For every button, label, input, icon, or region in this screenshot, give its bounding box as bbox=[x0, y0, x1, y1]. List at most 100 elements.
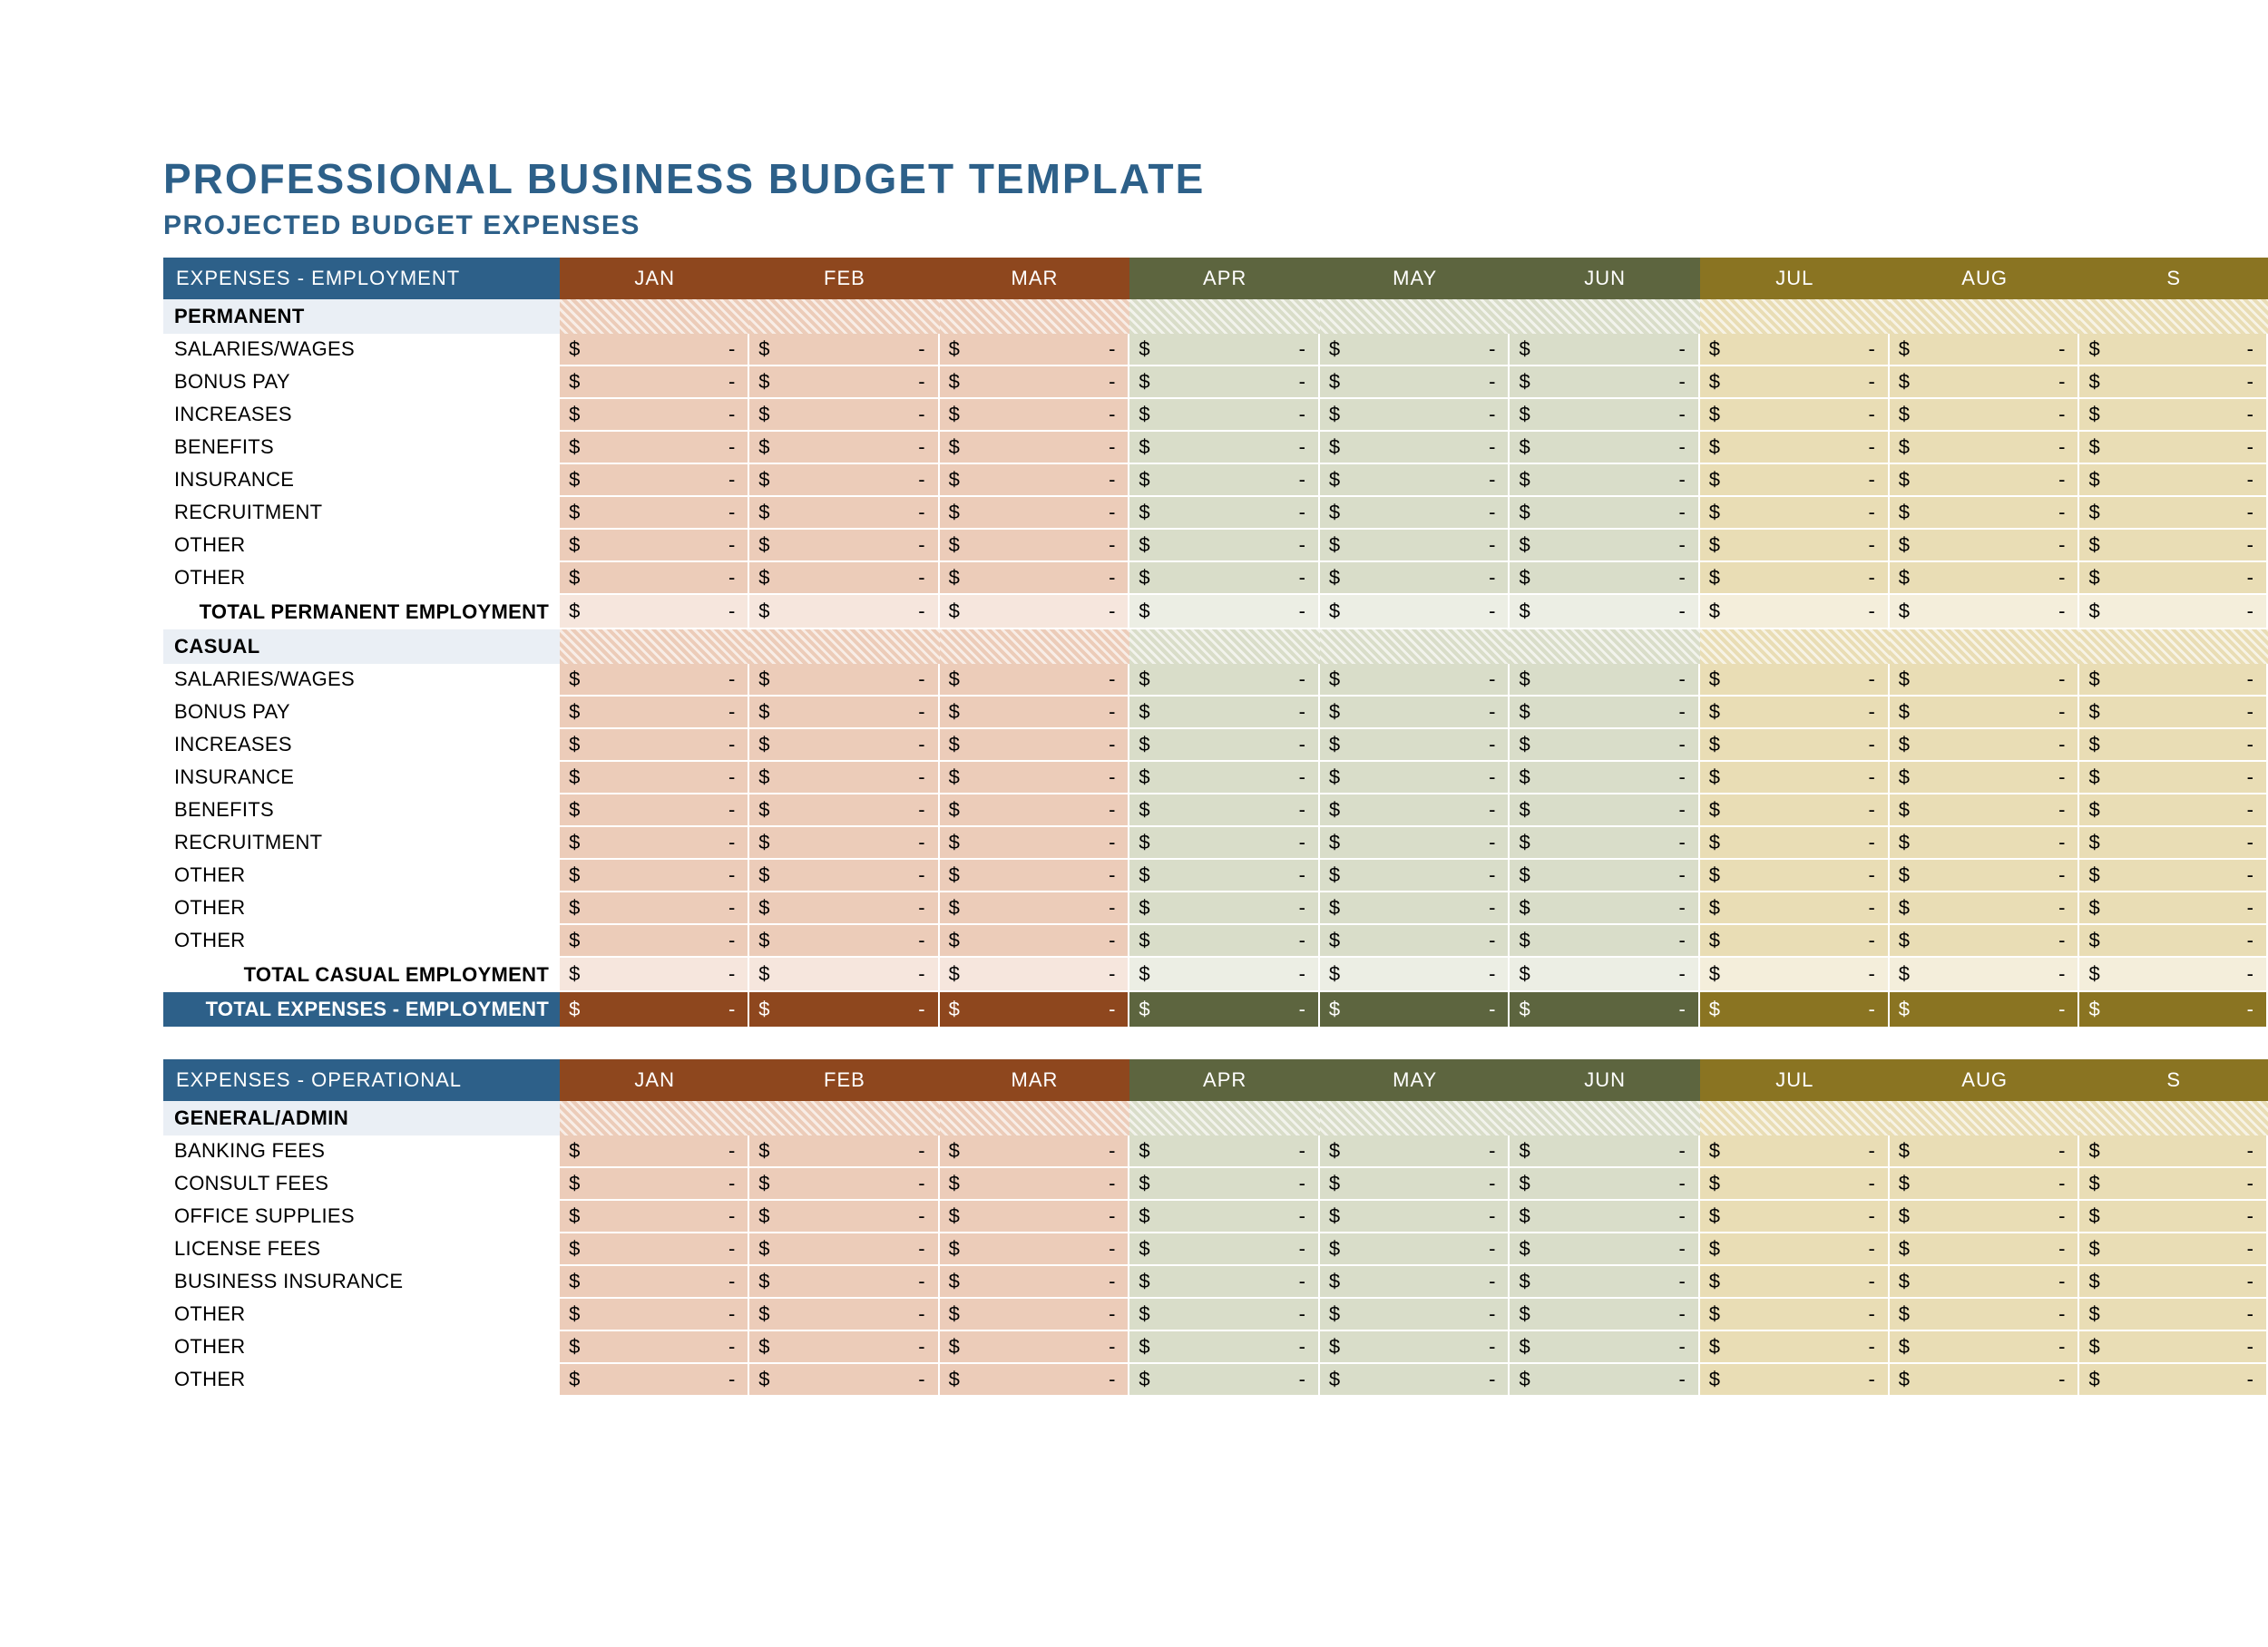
money-cell[interactable]: $- bbox=[1890, 860, 2080, 892]
money-cell[interactable]: $- bbox=[1510, 1331, 1699, 1364]
money-cell[interactable]: $- bbox=[1320, 1135, 1510, 1168]
money-cell[interactable]: $- bbox=[1320, 1233, 1510, 1266]
money-cell[interactable]: $- bbox=[1890, 1266, 2080, 1299]
money-cell[interactable]: $- bbox=[1129, 992, 1320, 1027]
money-cell[interactable]: $- bbox=[1700, 432, 1890, 464]
money-cell[interactable]: $- bbox=[940, 664, 1130, 697]
money-cell[interactable]: $- bbox=[749, 432, 939, 464]
money-cell[interactable]: $- bbox=[2079, 1331, 2268, 1364]
money-cell[interactable]: $- bbox=[560, 1168, 749, 1201]
money-cell[interactable]: $- bbox=[1129, 729, 1320, 762]
money-cell[interactable]: $- bbox=[2079, 664, 2268, 697]
money-cell[interactable]: $- bbox=[2079, 958, 2268, 992]
money-cell[interactable]: $- bbox=[940, 827, 1130, 860]
money-cell[interactable]: $- bbox=[2079, 762, 2268, 794]
money-cell[interactable]: $- bbox=[560, 925, 749, 958]
money-cell[interactable]: $- bbox=[1700, 595, 1890, 629]
money-cell[interactable]: $- bbox=[1129, 497, 1320, 530]
money-cell[interactable]: $- bbox=[749, 925, 939, 958]
money-cell[interactable]: $- bbox=[940, 497, 1130, 530]
money-cell[interactable]: $- bbox=[1510, 562, 1699, 595]
money-cell[interactable]: $- bbox=[749, 794, 939, 827]
money-cell[interactable]: $- bbox=[749, 366, 939, 399]
money-cell[interactable]: $- bbox=[2079, 530, 2268, 562]
money-cell[interactable]: $- bbox=[2079, 562, 2268, 595]
money-cell[interactable]: $- bbox=[2079, 860, 2268, 892]
money-cell[interactable]: $- bbox=[1129, 892, 1320, 925]
money-cell[interactable]: $- bbox=[2079, 729, 2268, 762]
money-cell[interactable]: $- bbox=[1890, 958, 2080, 992]
money-cell[interactable]: $- bbox=[1129, 958, 1320, 992]
money-cell[interactable]: $- bbox=[560, 794, 749, 827]
money-cell[interactable]: $- bbox=[560, 399, 749, 432]
money-cell[interactable]: $- bbox=[1700, 562, 1890, 595]
money-cell[interactable]: $- bbox=[940, 595, 1130, 629]
money-cell[interactable]: $- bbox=[1129, 827, 1320, 860]
money-cell[interactable]: $- bbox=[2079, 794, 2268, 827]
money-cell[interactable]: $- bbox=[1510, 729, 1699, 762]
money-cell[interactable]: $- bbox=[1700, 992, 1890, 1027]
money-cell[interactable]: $- bbox=[1129, 1266, 1320, 1299]
money-cell[interactable]: $- bbox=[1320, 827, 1510, 860]
money-cell[interactable]: $- bbox=[940, 1331, 1130, 1364]
money-cell[interactable]: $- bbox=[1510, 432, 1699, 464]
money-cell[interactable]: $- bbox=[1700, 958, 1890, 992]
money-cell[interactable]: $- bbox=[1320, 366, 1510, 399]
money-cell[interactable]: $- bbox=[1700, 762, 1890, 794]
money-cell[interactable]: $- bbox=[940, 1135, 1130, 1168]
money-cell[interactable]: $- bbox=[1890, 399, 2080, 432]
money-cell[interactable]: $- bbox=[1890, 334, 2080, 366]
money-cell[interactable]: $- bbox=[560, 1233, 749, 1266]
money-cell[interactable]: $- bbox=[1320, 1266, 1510, 1299]
money-cell[interactable]: $- bbox=[560, 497, 749, 530]
money-cell[interactable]: $- bbox=[2079, 1266, 2268, 1299]
money-cell[interactable]: $- bbox=[1510, 827, 1699, 860]
money-cell[interactable]: $- bbox=[1700, 334, 1890, 366]
money-cell[interactable]: $- bbox=[1700, 1331, 1890, 1364]
money-cell[interactable]: $- bbox=[940, 992, 1130, 1027]
money-cell[interactable]: $- bbox=[560, 664, 749, 697]
money-cell[interactable]: $- bbox=[1129, 1331, 1320, 1364]
money-cell[interactable]: $- bbox=[749, 562, 939, 595]
money-cell[interactable]: $- bbox=[1510, 497, 1699, 530]
money-cell[interactable]: $- bbox=[1510, 925, 1699, 958]
money-cell[interactable]: $- bbox=[1510, 892, 1699, 925]
money-cell[interactable]: $- bbox=[749, 892, 939, 925]
money-cell[interactable]: $- bbox=[749, 464, 939, 497]
money-cell[interactable]: $- bbox=[749, 958, 939, 992]
money-cell[interactable]: $- bbox=[1700, 530, 1890, 562]
money-cell[interactable]: $- bbox=[1320, 664, 1510, 697]
money-cell[interactable]: $- bbox=[1510, 334, 1699, 366]
money-cell[interactable]: $- bbox=[1129, 595, 1320, 629]
money-cell[interactable]: $- bbox=[1320, 697, 1510, 729]
money-cell[interactable]: $- bbox=[1700, 497, 1890, 530]
money-cell[interactable]: $- bbox=[1320, 925, 1510, 958]
money-cell[interactable]: $- bbox=[1320, 892, 1510, 925]
money-cell[interactable]: $- bbox=[1129, 1201, 1320, 1233]
money-cell[interactable]: $- bbox=[560, 827, 749, 860]
money-cell[interactable]: $- bbox=[2079, 992, 2268, 1027]
money-cell[interactable]: $- bbox=[749, 1266, 939, 1299]
money-cell[interactable]: $- bbox=[1510, 1266, 1699, 1299]
money-cell[interactable]: $- bbox=[1320, 729, 1510, 762]
money-cell[interactable]: $- bbox=[940, 958, 1130, 992]
money-cell[interactable]: $- bbox=[1320, 1299, 1510, 1331]
money-cell[interactable]: $- bbox=[940, 432, 1130, 464]
money-cell[interactable]: $- bbox=[1320, 497, 1510, 530]
money-cell[interactable]: $- bbox=[1700, 1299, 1890, 1331]
money-cell[interactable]: $- bbox=[1700, 1168, 1890, 1201]
money-cell[interactable]: $- bbox=[1890, 1364, 2080, 1397]
money-cell[interactable]: $- bbox=[1320, 399, 1510, 432]
money-cell[interactable]: $- bbox=[1320, 992, 1510, 1027]
money-cell[interactable]: $- bbox=[1890, 762, 2080, 794]
money-cell[interactable]: $- bbox=[1700, 1135, 1890, 1168]
money-cell[interactable]: $- bbox=[749, 1299, 939, 1331]
money-cell[interactable]: $- bbox=[560, 334, 749, 366]
money-cell[interactable]: $- bbox=[1890, 827, 2080, 860]
money-cell[interactable]: $- bbox=[2079, 595, 2268, 629]
money-cell[interactable]: $- bbox=[560, 595, 749, 629]
money-cell[interactable]: $- bbox=[940, 1364, 1130, 1397]
money-cell[interactable]: $- bbox=[1510, 794, 1699, 827]
money-cell[interactable]: $- bbox=[1129, 1135, 1320, 1168]
money-cell[interactable]: $- bbox=[1890, 497, 2080, 530]
